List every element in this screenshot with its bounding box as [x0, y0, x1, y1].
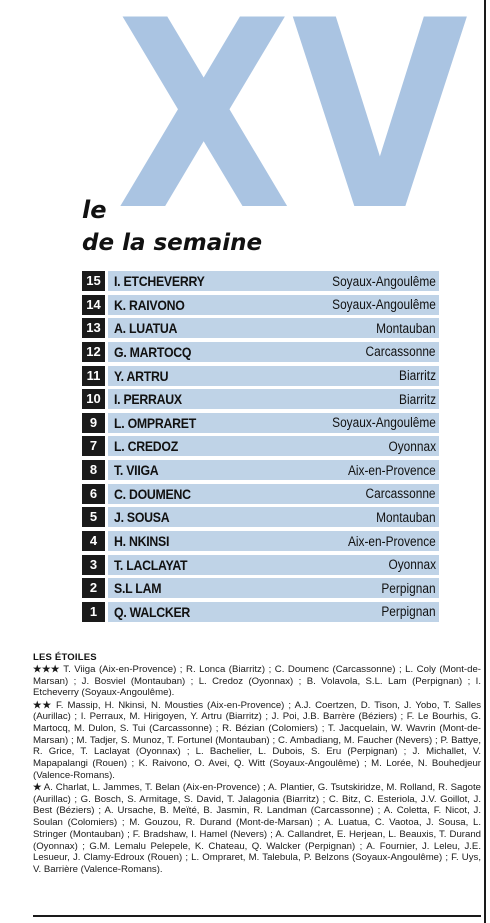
jersey-number: 4	[82, 531, 105, 552]
jersey-number: 9	[82, 412, 105, 433]
player-name: A. LUATUA	[114, 320, 178, 337]
jersey-number: 1	[82, 601, 105, 622]
player-name: J. SOUSA	[114, 509, 170, 526]
stars-section: LES ÉTOILES ★★★ T. Viiga (Aix-en-Provenc…	[33, 652, 481, 876]
player-bar: Y. ARTRU Biarritz	[108, 365, 439, 386]
page-edge-rule	[484, 0, 486, 923]
team-row: 5 J. SOUSA Montauban	[82, 507, 439, 528]
player-name: I. ETCHEVERRY	[114, 273, 205, 289]
player-name: T. VIIGA	[114, 462, 159, 479]
title-le: le	[82, 196, 107, 224]
three-star-players: T. Viiga (Aix-en-Provence) ; R. Lonca (B…	[33, 664, 481, 699]
player-bar: T. LACLAYAT Oyonnax	[108, 554, 439, 575]
player-name: Q. WALCKER	[114, 603, 191, 620]
player-club: Montauban	[376, 509, 436, 525]
team-row: 1 Q. WALCKER Perpignan	[82, 601, 439, 622]
jersey-number: 15	[82, 271, 105, 291]
player-club: Carcassonne	[365, 344, 436, 360]
player-bar: I. PERRAUX Biarritz	[108, 389, 439, 410]
two-star-icon: ★★	[33, 699, 52, 711]
xv-logo: XV	[116, 6, 470, 228]
player-club: Aix-en-Provence	[348, 533, 436, 549]
player-club: Montauban	[376, 320, 436, 336]
player-bar: A. LUATUA Montauban	[108, 318, 439, 339]
team-row: 4 H. NKINSI Aix-en-Provence	[82, 531, 439, 552]
one-star-players: A. Charlat, L. Jammes, T. Belan (Aix-en-…	[33, 782, 482, 875]
player-club: Soyaux-Angoulême	[332, 273, 436, 289]
xv-logo-text: XV	[116, 6, 470, 228]
player-club: Soyaux-Angoulême	[332, 415, 436, 431]
player-name: I. PERRAUX	[114, 391, 182, 408]
team-list: 15 I. ETCHEVERRY Soyaux-Angoulême 14 K. RAI…	[82, 271, 439, 626]
player-club: Aix-en-Provence	[348, 462, 436, 478]
jersey-number: 12	[82, 341, 105, 362]
team-row: 9 L. OMPRARET Soyaux-Angoulême	[82, 412, 439, 433]
player-club: Carcassonne	[365, 486, 436, 502]
player-bar: T. VIIGA Aix-en-Provence	[108, 460, 439, 481]
player-bar: L. OMPRARET Soyaux-Angoulême	[108, 412, 439, 433]
player-bar: I. ETCHEVERRY Soyaux-Angoulême	[108, 271, 439, 291]
jersey-number: 7	[82, 436, 105, 457]
team-row: 6 C. DOUMENC Carcassonne	[82, 483, 439, 504]
one-star-icon: ★	[33, 782, 42, 794]
title-de-la-semaine: de la semaine	[82, 230, 263, 256]
jersey-number: 3	[82, 554, 105, 575]
team-row: 7 L. CREDOZ Oyonnax	[82, 436, 439, 457]
team-row: 13 A. LUATUA Montauban	[82, 318, 439, 339]
three-star-paragraph: ★★★ T. Viiga (Aix-en-Provence) ; R. Lonc…	[33, 664, 481, 699]
three-star-icon: ★★★	[33, 664, 60, 675]
team-row: 8 T. VIIGA Aix-en-Provence	[82, 460, 439, 481]
player-bar: Q. WALCKER Perpignan	[108, 601, 439, 622]
player-bar: S.L LAM Perpignan	[108, 578, 439, 599]
jersey-number: 2	[82, 578, 105, 599]
player-bar: L. CREDOZ Oyonnax	[108, 436, 439, 457]
jersey-number: 11	[82, 365, 105, 386]
player-name: K. RAIVONO	[114, 296, 185, 313]
jersey-number: 13	[82, 318, 105, 339]
player-club: Oyonnax	[388, 557, 436, 573]
team-row: 10 I. PERRAUX Biarritz	[82, 389, 439, 410]
player-name: G. MARTOCQ	[114, 343, 192, 360]
team-row: 11 Y. ARTRU Biarritz	[82, 365, 439, 386]
player-club: Perpignan	[381, 604, 436, 620]
team-row: 14 K. RAIVONO Soyaux-Angoulême	[82, 294, 439, 315]
player-bar: G. MARTOCQ Carcassonne	[108, 341, 439, 362]
team-row: 2 S.L LAM Perpignan	[82, 578, 439, 599]
player-club: Soyaux-Angoulême	[332, 297, 436, 313]
bottom-divider	[33, 915, 481, 917]
player-name: L. OMPRARET	[114, 414, 196, 431]
one-star-paragraph: ★ A. Charlat, L. Jammes, T. Belan (Aix-e…	[33, 782, 481, 876]
player-name: T. LACLAYAT	[114, 556, 188, 573]
player-bar: K. RAIVONO Soyaux-Angoulême	[108, 294, 439, 315]
team-row: 12 G. MARTOCQ Carcassonne	[82, 341, 439, 362]
player-club: Perpignan	[381, 580, 436, 596]
jersey-number: 5	[82, 507, 105, 528]
jersey-number: 10	[82, 389, 105, 410]
player-name: C. DOUMENC	[114, 485, 191, 502]
team-row: 3 T. LACLAYAT Oyonnax	[82, 554, 439, 575]
two-star-paragraph: ★★ F. Massip, H. Nkinsi, N. Mousties (Ai…	[33, 700, 481, 782]
player-club: Biarritz	[399, 368, 436, 384]
jersey-number: 8	[82, 460, 105, 481]
player-name: L. CREDOZ	[114, 438, 179, 455]
two-star-players: F. Massip, H. Nkinsi, N. Mousties (Aix-e…	[33, 699, 482, 781]
team-row: 15 I. ETCHEVERRY Soyaux-Angoulême	[82, 271, 439, 291]
player-bar: J. SOUSA Montauban	[108, 507, 439, 528]
player-name: H. NKINSI	[114, 533, 170, 550]
jersey-number: 14	[82, 294, 105, 315]
player-name: Y. ARTRU	[114, 367, 169, 384]
player-name: S.L LAM	[114, 580, 162, 597]
stars-heading: LES ÉTOILES	[33, 652, 97, 663]
jersey-number: 6	[82, 483, 105, 504]
player-club: Biarritz	[399, 391, 436, 407]
player-club: Oyonnax	[388, 438, 436, 454]
player-bar: C. DOUMENC Carcassonne	[108, 483, 439, 504]
player-bar: H. NKINSI Aix-en-Provence	[108, 531, 439, 552]
